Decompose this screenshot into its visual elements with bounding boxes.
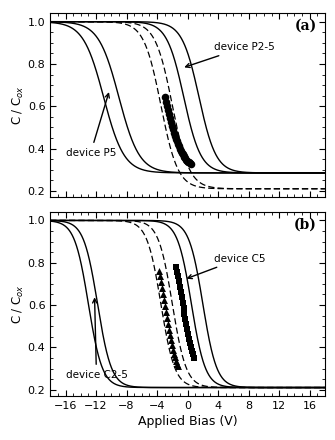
Point (168, 332, 173, 339)
Point (175, 273, 181, 280)
Point (164, 103, 170, 110)
Point (173, 354, 178, 361)
Point (181, 152, 186, 159)
Text: device P2-5: device P2-5 (186, 42, 275, 67)
Point (180, 151, 185, 158)
Point (156, 267, 161, 274)
Point (188, 344, 194, 351)
Point (165, 321, 171, 328)
Point (179, 294, 184, 301)
Point (170, 126, 175, 133)
Point (176, 363, 181, 370)
Point (160, 290, 165, 297)
Point (189, 161, 194, 168)
Point (165, 106, 171, 114)
Point (182, 154, 187, 161)
Y-axis label: C / C$_{ox}$: C / C$_{ox}$ (11, 284, 26, 324)
Point (172, 132, 177, 139)
Point (175, 360, 180, 367)
Y-axis label: C / C$_{ox}$: C / C$_{ox}$ (11, 85, 26, 125)
Point (158, 278, 163, 285)
Point (173, 135, 178, 142)
Point (157, 273, 162, 280)
Point (171, 129, 176, 136)
Point (175, 140, 180, 147)
Point (175, 268, 180, 275)
Point (170, 342, 175, 349)
Point (177, 283, 183, 290)
Point (162, 303, 168, 310)
Point (178, 288, 184, 295)
Point (187, 340, 193, 347)
Point (180, 299, 185, 306)
Point (184, 321, 189, 328)
Point (183, 315, 188, 323)
Point (163, 98, 169, 105)
Point (169, 337, 174, 344)
Point (177, 145, 182, 152)
Point (191, 354, 196, 361)
Point (166, 326, 172, 334)
Point (181, 305, 186, 312)
Point (169, 122, 174, 129)
Text: device C5: device C5 (188, 253, 266, 279)
X-axis label: Applied Bias (V): Applied Bias (V) (138, 415, 238, 428)
Point (174, 264, 179, 271)
Point (166, 111, 171, 118)
Point (186, 335, 192, 342)
Text: device C2-5: device C2-5 (66, 299, 127, 380)
Point (183, 155, 188, 162)
Point (184, 156, 189, 163)
Point (168, 118, 173, 125)
Point (188, 160, 193, 167)
Point (162, 94, 168, 101)
Point (185, 326, 190, 333)
Point (186, 330, 191, 337)
Point (187, 159, 192, 166)
Point (182, 310, 187, 317)
Point (172, 350, 177, 357)
Point (171, 346, 176, 353)
Point (164, 315, 170, 322)
Text: (b): (b) (294, 217, 317, 231)
Text: device P5: device P5 (66, 94, 116, 158)
Point (190, 351, 195, 358)
Text: (a): (a) (294, 19, 317, 33)
Point (179, 149, 184, 156)
Point (174, 138, 179, 145)
Point (185, 157, 190, 164)
Point (161, 297, 166, 304)
Point (189, 347, 195, 354)
Point (178, 147, 183, 154)
Point (163, 309, 169, 316)
Point (176, 143, 181, 150)
Point (159, 284, 164, 291)
Point (174, 357, 179, 364)
Point (186, 158, 191, 165)
Point (176, 278, 182, 285)
Point (167, 115, 172, 122)
